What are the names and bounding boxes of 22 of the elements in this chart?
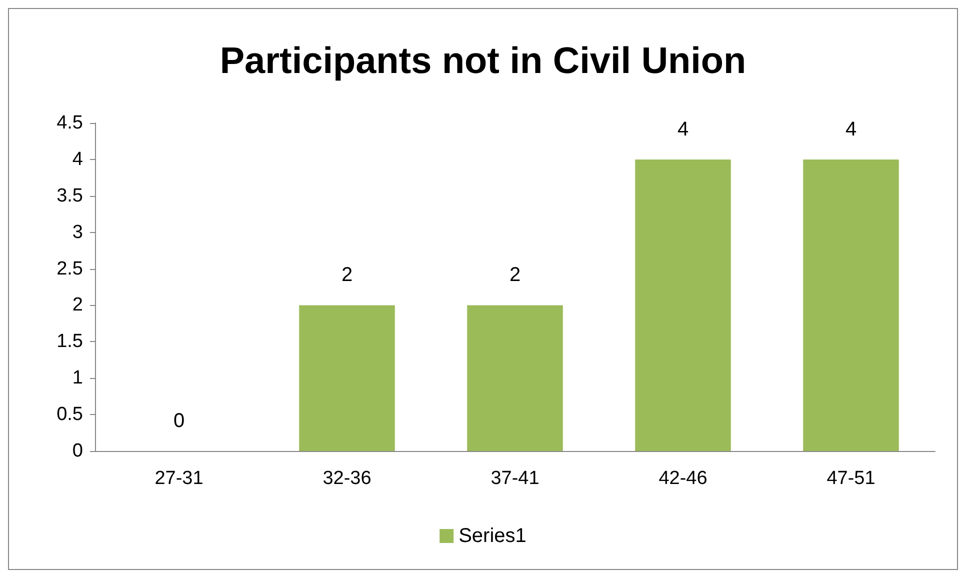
y-tick-label: 0.5 [56, 404, 83, 426]
x-tick-label: 42-46 [658, 468, 708, 489]
x-tick-label: 27-31 [154, 468, 204, 489]
y-tick-label: 1 [72, 368, 83, 389]
y-tick-label: 4 [72, 148, 84, 170]
y-tick-label: 2.5 [56, 258, 83, 280]
x-tick-label: 47-51 [826, 468, 876, 489]
x-tick-label: 37-41 [490, 468, 540, 489]
y-tick-label: 4.5 [56, 112, 83, 134]
y-tick-label: 3.5 [56, 185, 83, 206]
y-tick-label: 0 [72, 440, 83, 462]
x-tick-label: 32-36 [322, 468, 372, 489]
chart-title: Participants not in Civil Union [220, 40, 746, 81]
y-tick-label: 2 [72, 294, 83, 316]
data-label: 0 [173, 410, 185, 432]
y-tick-label: 1.5 [56, 331, 83, 352]
data-label: 2 [341, 264, 353, 286]
data-label: 2 [509, 264, 521, 286]
y-tick-label: 3 [72, 222, 83, 243]
data-label: 4 [845, 118, 857, 140]
data-label: 4 [677, 118, 689, 140]
legend-label: Series1 [458, 525, 526, 547]
